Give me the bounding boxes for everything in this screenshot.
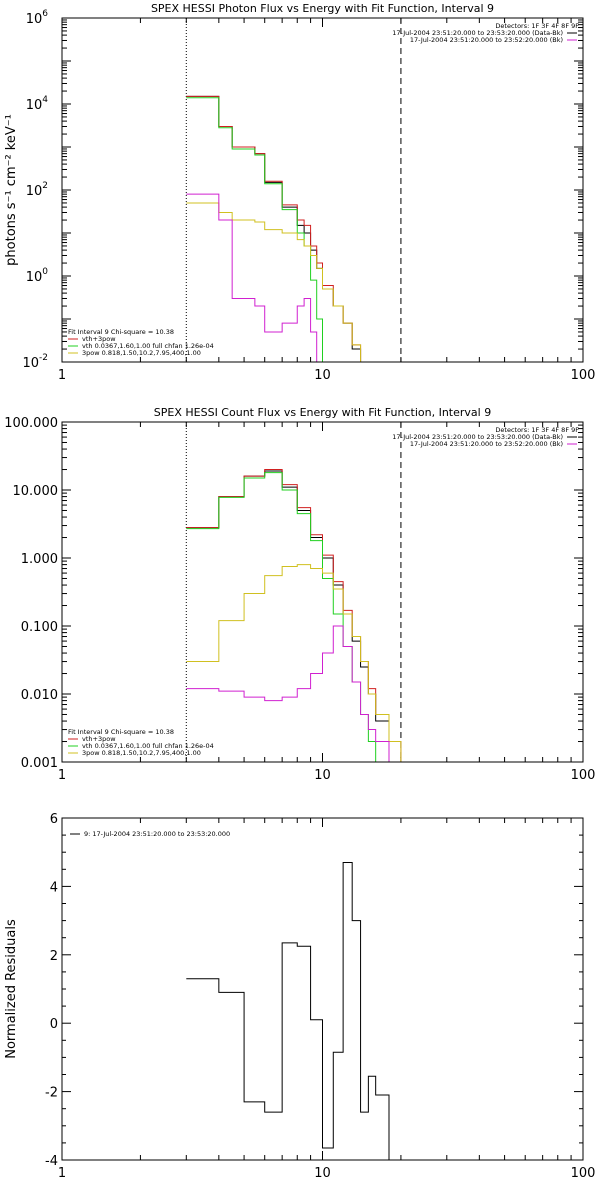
y-tick-label: 1.000	[21, 552, 58, 567]
series-line-3	[186, 472, 390, 762]
legend-text: Fit Interval 9 Chi-square = 10.38	[68, 728, 174, 736]
y-tick-label: 0	[50, 1017, 58, 1032]
plot-frame	[61, 817, 584, 1161]
chart-panel-3: 1 10 100 -4 -2 0 2 4 6 Normalized Residuals 9: 17-…	[4, 812, 595, 1181]
series-line-1	[186, 861, 402, 1160]
legend-text: vth 0.0367,1.60,1.00 full chfan 1.26e-04	[82, 342, 214, 350]
y-tick-label: 0.001	[21, 756, 58, 771]
plot-frame	[61, 17, 584, 363]
y-tick-label: 4	[50, 880, 58, 895]
chart-title: SPEX HESSI Count Flux vs Energy with Fit…	[154, 406, 491, 419]
x-tick-label: 10	[314, 768, 331, 783]
y-tick-label: -4	[45, 1154, 58, 1169]
series-line-5	[186, 625, 390, 762]
y-axis: 10-2 100 102 104 106	[22, 9, 583, 371]
x-tick-label: 10	[314, 368, 331, 383]
y-tick-label: -2	[45, 1086, 58, 1101]
legend-text: vth 0.0367,1.60,1.00 full chfan 1.26e-04	[82, 742, 214, 750]
y-axis: -4 -2 0 2 4 6	[45, 812, 583, 1169]
series-group	[186, 95, 369, 362]
series-line-5	[186, 193, 323, 362]
y-tick-label: 6	[50, 812, 58, 827]
legend-text: 17-Jul-2004 23:51:20.000 to 23:53:20.000…	[392, 433, 563, 441]
x-tick-label: 10	[314, 1166, 331, 1181]
legend-text: vth+3pow	[82, 335, 116, 343]
series-line-1	[186, 95, 362, 362]
legend-text: vth+3pow	[82, 735, 116, 743]
series-group	[186, 469, 413, 762]
x-tick-label: 1	[58, 368, 66, 383]
plot-frame	[61, 421, 584, 763]
chart-panel-1: SPEX HESSI Photon Flux vs Energy with Fi…	[4, 2, 595, 383]
legend: Fit Interval 9 Chi-square = 10.38vth+3po…	[68, 328, 214, 357]
legend: Fit Interval 9 Chi-square = 10.38vth+3po…	[68, 728, 214, 757]
legend-text: Detectors: 1F 3F 4F 8F 9F	[495, 22, 579, 30]
y-tick-label: 100	[26, 267, 49, 285]
x-tick-label: 1	[58, 768, 66, 783]
x-tick-label: 1	[58, 1166, 66, 1181]
y-axis: 0.001 0.010 0.100 1.000 10.000 100.000	[4, 416, 583, 771]
x-tick-label: 100	[571, 1166, 596, 1181]
y-tick-label: 0.010	[21, 688, 58, 703]
legend-text: 3pow 0.818,1.50,10.2,7.95,400,1.00	[82, 749, 201, 757]
x-tick-label: 100	[571, 768, 596, 783]
series-line-3	[186, 97, 334, 362]
y-axis-label: Normalized Residuals	[4, 919, 19, 1059]
series-line-2	[186, 95, 369, 362]
legend-text: 9: 17-Jul-2004 23:51:20.000 to 23:53:20.…	[84, 830, 230, 838]
series-group	[186, 861, 402, 1160]
y-tick-label: 0.100	[21, 620, 58, 635]
series-line-4	[186, 202, 369, 362]
legend-text: Fit Interval 9 Chi-square = 10.38	[68, 328, 174, 336]
y-tick-label: 10.000	[13, 484, 59, 499]
legend-text: 17-Jul-2004 23:51:20.000 to 23:52:20.000…	[410, 440, 563, 448]
legend-text: 17-Jul-2004 23:51:20.000 to 23:53:20.000…	[392, 29, 563, 37]
y-tick-label: 100.000	[4, 416, 58, 431]
y-axis-label: photons s⁻¹ cm⁻² keV⁻¹	[4, 114, 19, 266]
chart-panel-2: SPEX HESSI Count Flux vs Energy with Fit…	[4, 406, 595, 783]
y-tick-label: 2	[50, 949, 58, 964]
legend-text: 17-Jul-2004 23:51:20.000 to 23:52:20.000…	[410, 36, 563, 44]
x-axis: 1 10 100	[58, 818, 596, 1181]
y-tick-label: 102	[26, 181, 48, 199]
y-tick-label: 106	[26, 9, 49, 27]
legend: 9: 17-Jul-2004 23:51:20.000 to 23:53:20.…	[70, 830, 230, 838]
legend-text: Detectors: 1F 3F 4F 8F 9F	[495, 426, 579, 434]
series-line-4	[186, 564, 413, 762]
chart-title: SPEX HESSI Photon Flux vs Energy with Fi…	[151, 2, 494, 15]
x-tick-label: 100	[571, 368, 596, 383]
legend-text: 3pow 0.818,1.50,10.2,7.95,400,1.00	[82, 349, 201, 357]
y-tick-label: 104	[26, 95, 49, 113]
y-tick-label: 10-2	[22, 353, 48, 371]
